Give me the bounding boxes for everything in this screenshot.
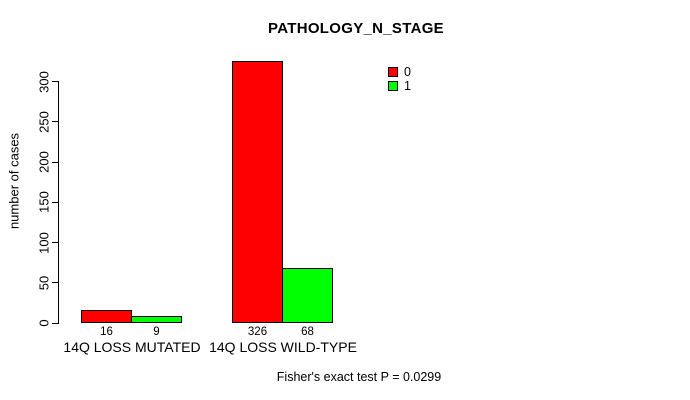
y-tick-label: 100 [36, 231, 52, 254]
category-label: 14Q LOSS WILD-TYPE [209, 339, 357, 355]
legend-item-1: 1 [388, 79, 411, 93]
y-tick [52, 282, 58, 284]
y-tick [52, 121, 58, 123]
chart-title: PATHOLOGY_N_STAGE [268, 20, 444, 37]
legend-label: 0 [404, 65, 411, 79]
bar-value-label: 9 [153, 326, 160, 338]
legend-item-0: 0 [388, 65, 411, 79]
y-tick-label: 50 [36, 275, 52, 290]
y-tick [52, 81, 58, 82]
y-tick [52, 322, 58, 324]
y-tick-label: 0 [36, 319, 52, 327]
y-tick [52, 161, 58, 163]
bar-0-1 [232, 60, 283, 323]
legend-label: 1 [404, 79, 411, 93]
bar-value-label: 16 [100, 326, 113, 338]
y-axis-line [58, 81, 59, 324]
y-axis-label: number of cases [6, 132, 22, 230]
y-tick [52, 242, 58, 243]
bar-value-label: 326 [247, 326, 268, 338]
legend-swatch-icon [388, 81, 398, 91]
legend-swatch-icon [388, 67, 398, 77]
y-tick [52, 201, 58, 203]
category-label: 14Q LOSS MUTATED [63, 339, 201, 355]
fisher-test-note: Fisher's exact test P = 0.0299 [276, 370, 442, 384]
y-tick-label: 300 [36, 70, 52, 93]
bar-value-label: 68 [301, 326, 314, 338]
y-tick-label: 150 [36, 191, 52, 214]
y-tick-label: 200 [36, 151, 52, 173]
bar-0-0 [81, 310, 132, 323]
bar-1-1 [282, 268, 333, 323]
y-tick-label: 250 [36, 110, 52, 133]
bar-1-0 [131, 315, 182, 323]
